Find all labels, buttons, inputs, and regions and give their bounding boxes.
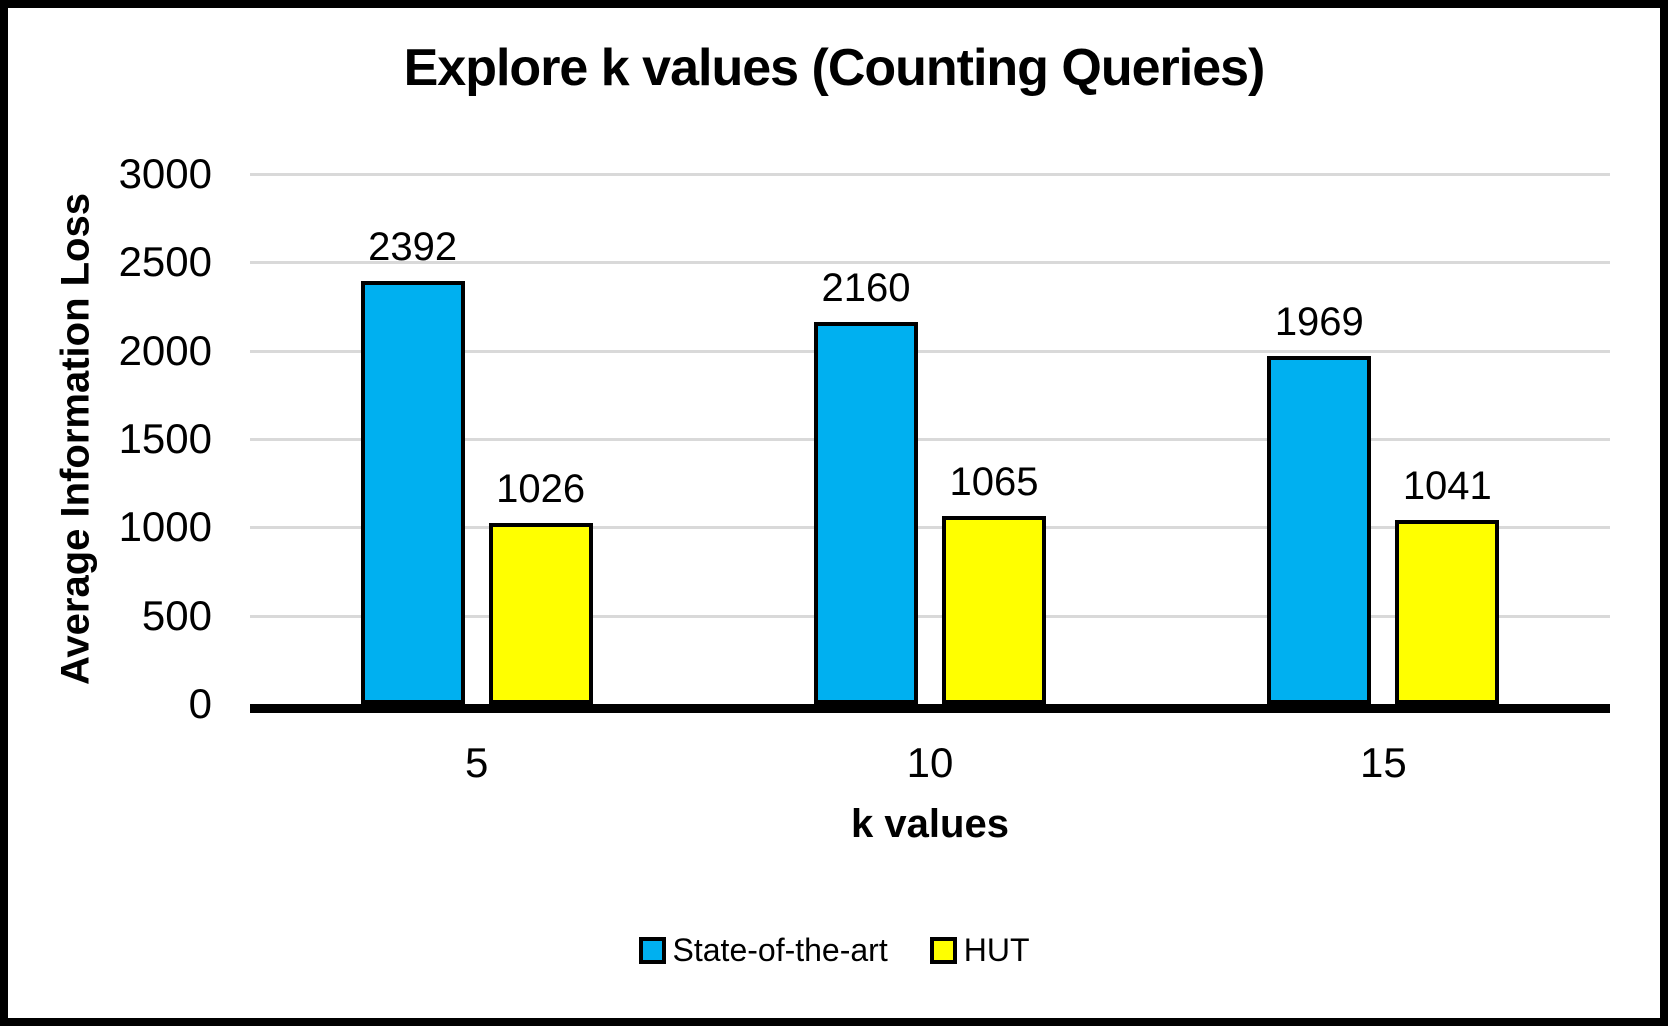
gridline xyxy=(250,614,1610,618)
bar-group: 2160 1065 xyxy=(703,174,1156,704)
legend-label: HUT xyxy=(963,932,1030,968)
bar-cell: 1026 xyxy=(488,174,593,704)
bar-value-label: 1065 xyxy=(949,460,1039,504)
x-tick-label: 5 xyxy=(464,739,489,786)
bar-group: 1969 1041 xyxy=(1157,174,1610,704)
gridline xyxy=(250,526,1610,530)
bar-value-label: 2392 xyxy=(368,225,458,269)
bar-value-label: 1969 xyxy=(1274,300,1364,344)
gridline xyxy=(250,261,1610,265)
bar-value-label: 2160 xyxy=(821,266,911,310)
y-axis-tick-labels: 0 500 1000 1500 2000 2500 3000 xyxy=(8,8,212,1018)
legend: State-of-the-art HUT xyxy=(8,934,1660,966)
bar-cell: 1065 xyxy=(941,174,1046,704)
legend-swatch xyxy=(638,936,666,964)
bar-groups: 2392 1026 2160 1065 1969 1041 xyxy=(250,174,1610,704)
legend-swatch xyxy=(929,936,957,964)
bar-cell: 1969 xyxy=(1267,174,1372,704)
bar-state-of-the-art xyxy=(360,281,465,704)
bar-hut xyxy=(488,523,593,704)
legend-item-hut: HUT xyxy=(929,932,1030,968)
gridline xyxy=(250,173,1610,176)
bar-hut xyxy=(941,516,1046,704)
y-tick-label: 1000 xyxy=(118,503,212,551)
y-tick-label: 0 xyxy=(188,680,212,727)
x-tick-label: 15 xyxy=(1359,739,1407,786)
bar-state-of-the-art xyxy=(1267,356,1372,704)
bar-cell: 2160 xyxy=(813,174,918,704)
bar-value-label: 1026 xyxy=(496,467,586,511)
bar-hut xyxy=(1395,520,1500,704)
legend-label: State-of-the-art xyxy=(672,932,888,968)
bar-state-of-the-art xyxy=(813,322,918,704)
gridline xyxy=(250,438,1610,441)
y-tick-label: 3000 xyxy=(118,150,212,197)
plot-area: 2392 1026 2160 1065 1969 1041 xyxy=(250,173,1610,713)
legend-item-state-of-the-art: State-of-the-art xyxy=(638,932,888,968)
bar-cell: 2392 xyxy=(360,174,465,704)
bar-group: 2392 1026 xyxy=(250,174,703,704)
y-tick-label: 2500 xyxy=(118,238,212,286)
y-tick-label: 2000 xyxy=(118,326,212,374)
bar-cell: 1041 xyxy=(1395,174,1500,704)
gridline xyxy=(250,349,1610,353)
chart-title: Explore k values (Counting Queries) xyxy=(403,39,1266,97)
y-tick-label: 1500 xyxy=(118,415,212,462)
x-tick-label: 10 xyxy=(906,739,954,786)
bar-value-label: 1041 xyxy=(1402,464,1492,508)
x-axis-title: k values xyxy=(851,802,1009,846)
y-tick-label: 500 xyxy=(141,591,212,639)
